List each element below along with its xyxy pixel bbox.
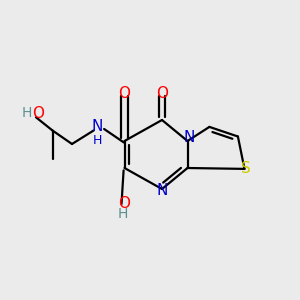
Text: H: H — [118, 207, 128, 221]
Text: H: H — [93, 134, 102, 147]
Text: O: O — [118, 196, 130, 211]
Text: O: O — [32, 106, 44, 121]
Text: N: N — [156, 183, 168, 198]
Text: N: N — [183, 130, 195, 146]
Text: O: O — [118, 86, 130, 101]
Text: S: S — [241, 161, 251, 176]
Text: O: O — [156, 86, 168, 101]
Text: N: N — [92, 119, 103, 134]
Text: H: H — [22, 106, 32, 120]
